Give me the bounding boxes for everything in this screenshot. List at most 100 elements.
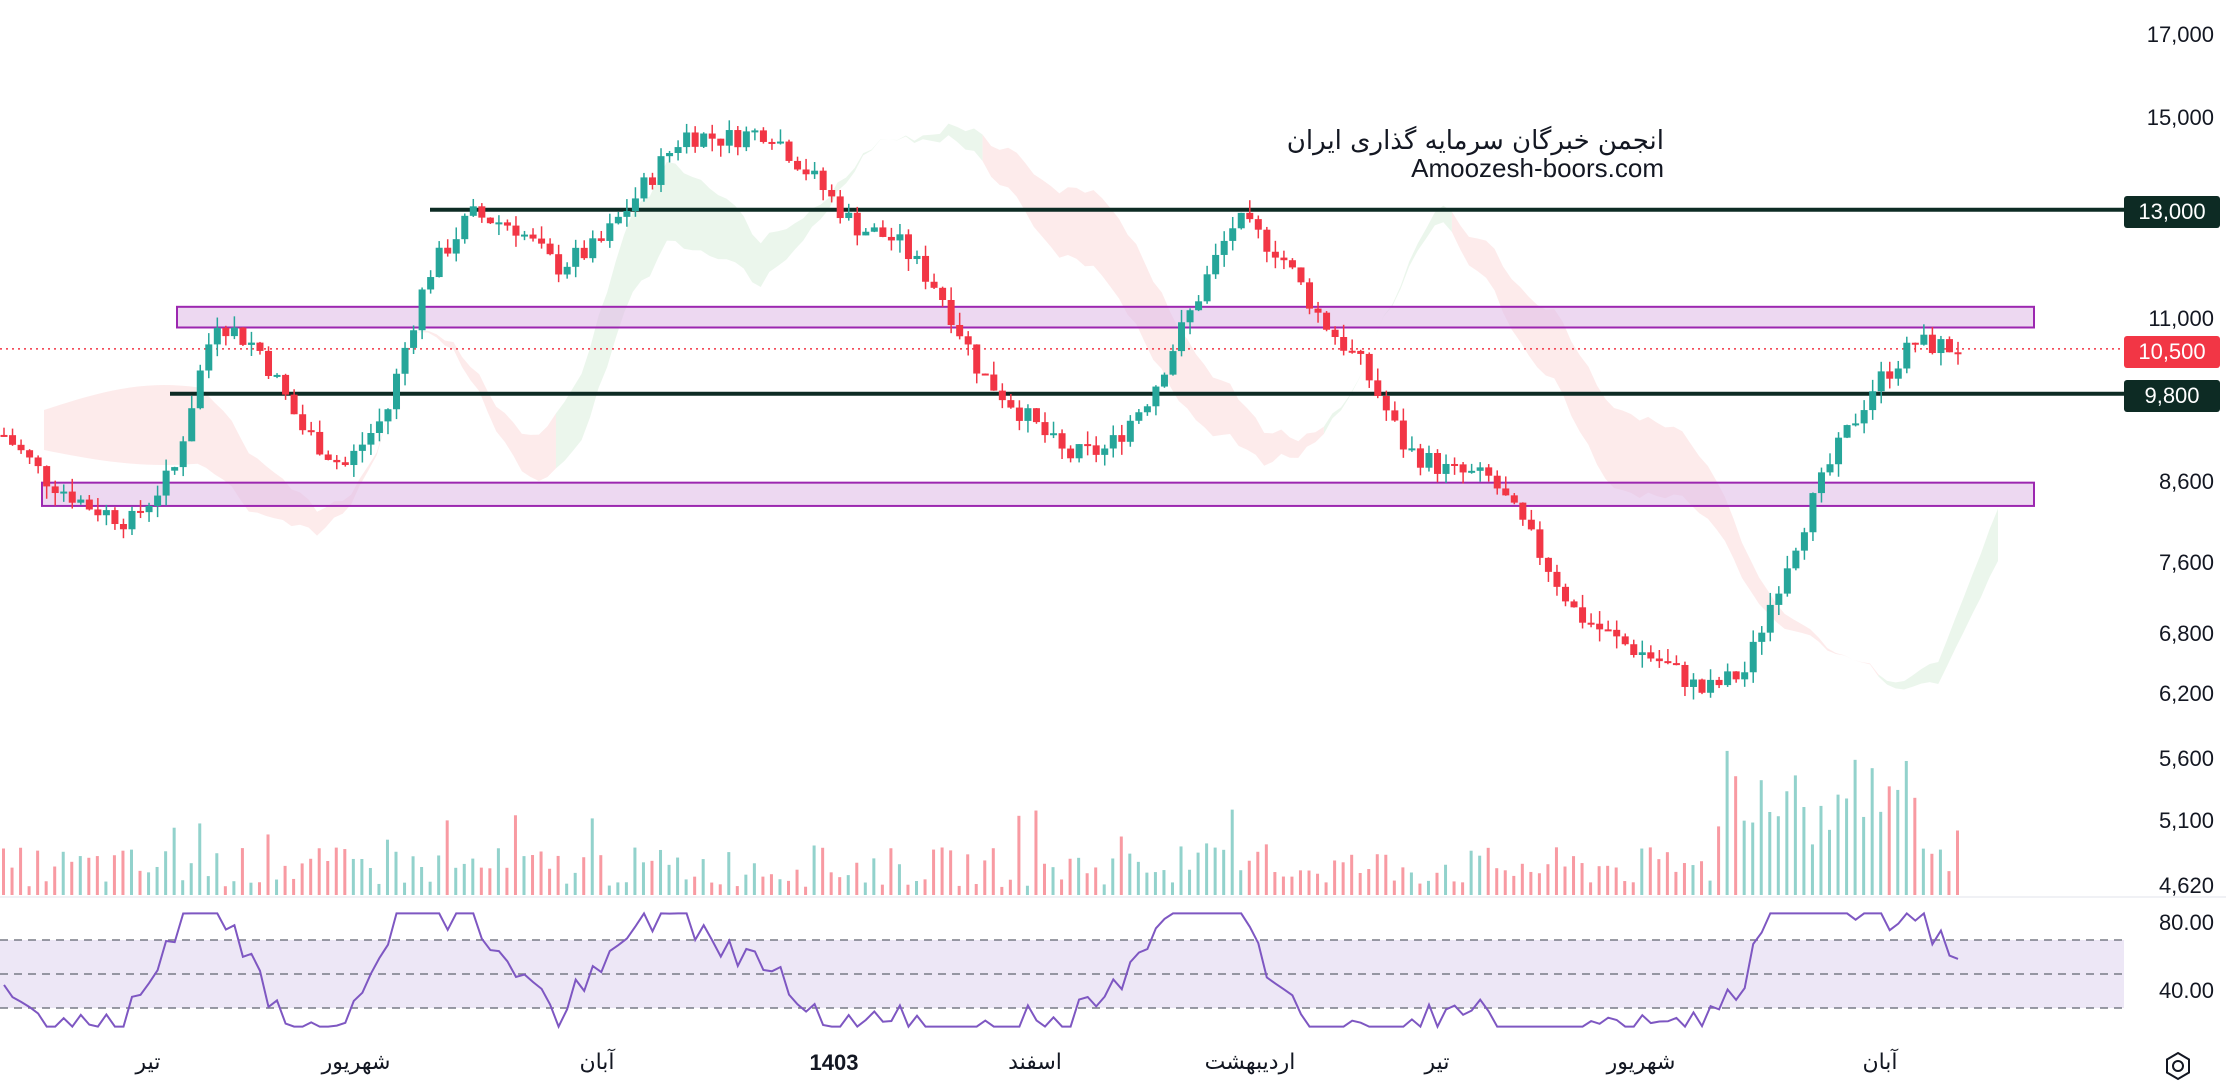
candle-body — [1468, 470, 1476, 473]
volume-bar — [1657, 859, 1661, 895]
candle — [324, 450, 332, 461]
volume-bar — [1256, 851, 1260, 895]
candle-body — [1323, 312, 1331, 330]
candle-body — [401, 347, 409, 374]
volume-bar — [821, 847, 825, 895]
candle — [1041, 412, 1049, 443]
candle-body — [1459, 464, 1467, 473]
volume-bar — [172, 827, 176, 895]
candle — [1527, 509, 1535, 531]
rsi-tick-40: 40.00 — [2158, 978, 2214, 1003]
candle-body — [1237, 212, 1245, 229]
time-tick-aban-2: آبان — [1862, 1050, 1898, 1075]
volume-bar — [1956, 830, 1959, 895]
volume-bar — [590, 818, 594, 895]
volume-bar — [1426, 880, 1430, 895]
volume-bar — [1264, 844, 1268, 895]
candle — [1817, 467, 1825, 503]
candle-body — [1672, 663, 1680, 666]
volume-bar — [1145, 872, 1149, 895]
volume-bar — [240, 848, 244, 895]
candle-body — [1280, 257, 1288, 261]
candle — [1084, 431, 1092, 456]
candle — [77, 495, 85, 505]
candle — [51, 480, 59, 506]
candle-body — [486, 217, 494, 224]
candle-body — [265, 350, 273, 376]
candle — [375, 408, 383, 442]
candle-body — [572, 247, 580, 267]
volume-bar — [1665, 852, 1669, 895]
candle — [410, 325, 418, 355]
candle-body — [1067, 448, 1075, 459]
candle-body — [1937, 339, 1945, 354]
candle — [1732, 671, 1740, 683]
candle — [1664, 649, 1672, 665]
time-tick-shahrivar-1: شهریور — [321, 1050, 391, 1075]
candle-body — [188, 408, 196, 442]
candle-body — [768, 141, 776, 144]
candle — [819, 167, 827, 201]
volume-bar — [1273, 872, 1277, 895]
candle-body — [282, 374, 290, 395]
candle — [1561, 583, 1569, 607]
candle-body — [1485, 467, 1493, 476]
candle-body — [1374, 380, 1382, 396]
volume-bar — [1341, 862, 1345, 895]
volume-bar — [505, 867, 509, 895]
price-tick-11000: 11,000 — [2148, 306, 2214, 331]
candle-body — [1109, 435, 1117, 449]
volume-bar — [300, 863, 304, 895]
candle — [1485, 464, 1493, 482]
candle-body — [998, 390, 1006, 401]
candle — [1434, 449, 1442, 483]
candle — [1724, 663, 1732, 687]
candle — [956, 312, 964, 340]
candlestick-series — [0, 120, 1962, 700]
volume-bar — [1495, 868, 1499, 895]
candle-body — [1476, 467, 1484, 471]
volume-bar — [334, 847, 338, 895]
candle-body — [1169, 351, 1177, 375]
volume-bar — [181, 880, 185, 895]
volume-bar — [1947, 871, 1951, 895]
candle — [700, 132, 708, 148]
volume-bar — [129, 849, 133, 895]
candle — [674, 140, 682, 161]
candle-body — [973, 344, 981, 374]
volume-bar — [787, 880, 791, 895]
candle — [1058, 429, 1066, 460]
candle-body — [1160, 374, 1168, 387]
volume-bar — [991, 848, 995, 895]
candle-body — [350, 450, 358, 466]
volume-bar — [1819, 805, 1823, 895]
candle — [1067, 445, 1075, 463]
volume-bar — [496, 848, 500, 895]
candle-body — [563, 266, 571, 275]
candle — [350, 444, 358, 477]
time-tick-ordibehesht: اردیبهشت — [1204, 1050, 1296, 1075]
candle-body — [1749, 641, 1757, 673]
candle — [811, 161, 819, 179]
volume-bar — [1350, 854, 1354, 895]
volume-bar — [420, 867, 424, 895]
candle-body — [1553, 571, 1561, 587]
volume-bar — [1682, 863, 1686, 895]
candle — [1903, 336, 1911, 374]
candle — [1468, 463, 1476, 474]
candle-body — [1852, 423, 1860, 426]
candle-body — [1613, 629, 1621, 637]
settings-gear-icon[interactable] — [2160, 1048, 2196, 1084]
candle-body — [1647, 652, 1655, 659]
volume-bar — [693, 876, 697, 895]
candle — [1621, 633, 1629, 646]
price-tick-8600: 8,600 — [2158, 469, 2214, 494]
candle — [1246, 200, 1254, 223]
candle — [1169, 344, 1177, 376]
candle — [734, 126, 742, 156]
candle — [111, 507, 119, 530]
volume-bar — [1333, 860, 1337, 895]
candle-body — [1954, 352, 1962, 355]
candle-body — [239, 327, 247, 345]
